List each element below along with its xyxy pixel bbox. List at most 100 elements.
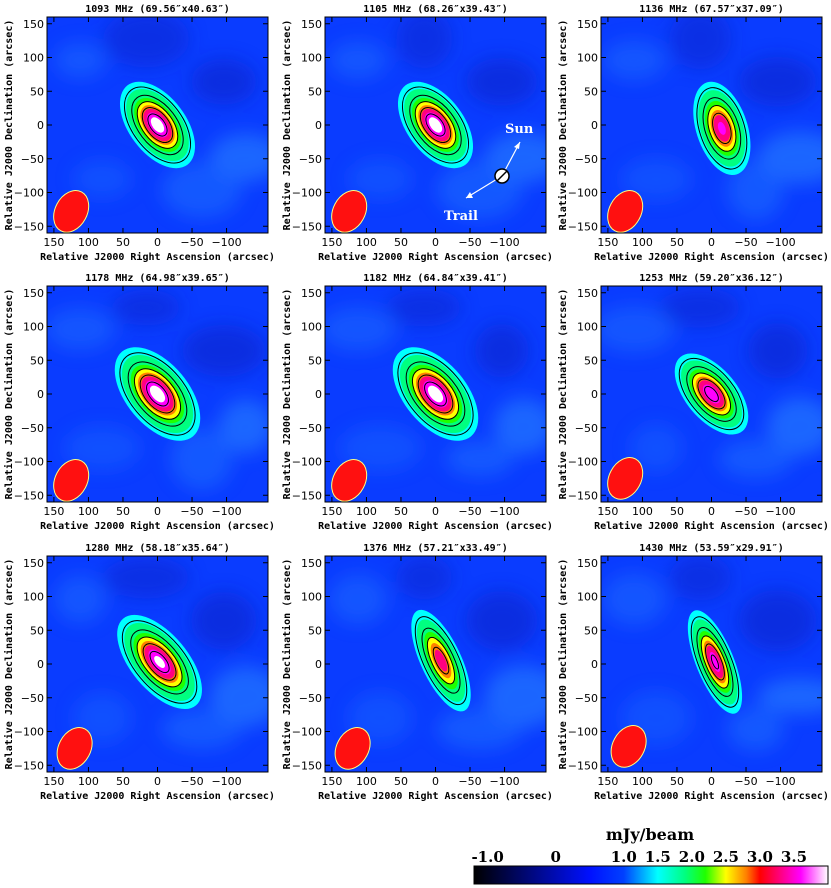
y-tick-label: −150 [568,220,598,233]
x-tick-label: 50 [116,505,130,518]
panel-grid: 150 100 50 0 −50 −100 150 100 50 0 −50 −100 −150 1093… [3,4,829,802]
y-tick-label: 50 [30,85,44,98]
x-tick-label: −50 [734,505,757,518]
y-axis-label: Relative J2000 Declination (arcsec) [557,559,569,770]
sun-trail-annotation: Sun Trail [444,122,534,224]
contour-line [700,635,730,689]
contour-line [401,86,470,164]
colorbar-tick-label: 1.5 [645,848,671,866]
x-tick-label: 0 [708,505,715,518]
y-tick-label: 100 [577,52,598,65]
panel-title: 1430 MHz (53.59″x29.91″) [639,543,784,554]
contour-line [705,643,725,681]
contour-line [710,654,720,670]
map-panel: 150 100 50 0 −50 −100 150 100 50 0 −50 −100 −150 1178… [3,273,275,532]
y-tick-label: −100 [292,456,322,469]
x-tick-label: −100 [765,505,795,518]
contour-line [136,101,179,149]
y-tick-label: 100 [301,321,322,334]
x-axis-label: Relative J2000 Right Ascension (arcsec) [40,790,275,802]
y-tick-label: −150 [568,489,598,502]
x-tick-label: 0 [154,775,161,788]
y-tick-label: −100 [14,726,44,739]
x-tick-label: 50 [670,236,684,249]
emission-level [702,384,721,404]
x-axis-label: Relative J2000 Right Ascension (arcsec) [318,251,553,263]
y-tick-label: 0 [591,658,598,671]
x-tick-label: 150 [43,775,64,788]
contour-line [696,87,748,170]
trail-label: Trail [444,209,478,224]
y-tick-label: −150 [14,489,44,502]
contour-line [131,94,184,156]
x-tick-label: −50 [458,236,481,249]
contour-line [409,94,462,156]
contour-line [690,616,740,708]
x-tick-label: −100 [489,505,519,518]
x-axis-label: Relative J2000 Right Ascension (arcsec) [40,520,275,532]
x-tick-label: 50 [116,236,130,249]
y-tick-label: −50 [575,422,598,435]
x-tick-label: 100 [78,775,99,788]
contour-line [136,636,183,688]
beam-ellipse [331,190,368,233]
colorbar-tick-label: -1.0 [471,848,503,866]
x-tick-label: −100 [489,236,519,249]
beam-ellipse [607,190,644,233]
contour-line [397,352,474,436]
map-panel: 150 100 50 0 −50 −100 150 100 50 0 −50 −100 −150 1105… [281,4,553,263]
x-tick-label: −50 [458,505,481,518]
y-tick-label: −100 [292,187,322,200]
y-tick-label: 150 [577,18,598,31]
x-tick-label: 150 [43,236,64,249]
source-emission [392,347,479,441]
contour-line [142,643,177,681]
contour-line [704,385,719,403]
contour-line [712,112,732,145]
y-tick-label: 150 [23,557,44,570]
panel-title: 1376 MHz (57.21″x33.49″) [363,543,508,554]
source-emission [119,81,196,169]
contour-line [686,366,737,422]
y-tick-label: 0 [37,658,44,671]
y-tick-label: 0 [591,119,598,132]
beam-ellipse [53,190,90,233]
x-axis-label: Relative J2000 Right Ascension (arcsec) [594,520,829,532]
y-tick-label: 100 [23,591,44,604]
x-tick-label: 50 [116,775,130,788]
map-panel: 150 100 50 0 −50 −100 150 100 50 0 −50 −100 −150 1182… [281,273,553,532]
contour-line [139,374,176,414]
y-tick-label: 0 [37,388,44,401]
y-tick-label: 100 [23,52,44,65]
colorbar-gradient [473,865,829,885]
x-tick-label: −50 [180,505,203,518]
contour-line [426,636,456,685]
colorbar-tick-label: 1.0 [611,848,637,866]
contour-line [432,646,450,675]
emission-level [150,117,165,133]
contour-line [405,361,466,427]
y-tick-label: −50 [299,692,322,705]
contour-line [419,107,452,143]
map-panel: 150 100 50 0 −50 −100 150 100 50 0 −50 −100 −150 1376… [281,543,553,802]
y-axis-label: Relative J2000 Declination (arcsec) [557,20,569,231]
x-tick-label: 100 [78,505,99,518]
contour-line [123,86,192,164]
contour-line [707,104,737,152]
y-tick-label: 150 [577,287,598,300]
y-tick-label: −150 [292,759,322,772]
x-tick-label: 100 [356,236,377,249]
x-tick-label: 100 [632,505,653,518]
x-tick-label: 50 [670,505,684,518]
beam-ellipse [610,725,647,768]
y-tick-label: −150 [14,220,44,233]
x-tick-label: −100 [211,775,241,788]
contour-line [691,372,732,416]
map-panel: 150 100 50 0 −50 −100 150 100 50 0 −50 −100 −150 1280… [3,543,275,802]
x-tick-label: −50 [180,236,203,249]
panel-title: 1105 MHz (68.26″x39.43″) [363,4,508,15]
y-tick-label: 50 [584,354,598,367]
y-tick-label: −50 [575,153,598,166]
y-tick-label: −100 [14,187,44,200]
beam-ellipse [331,459,368,502]
